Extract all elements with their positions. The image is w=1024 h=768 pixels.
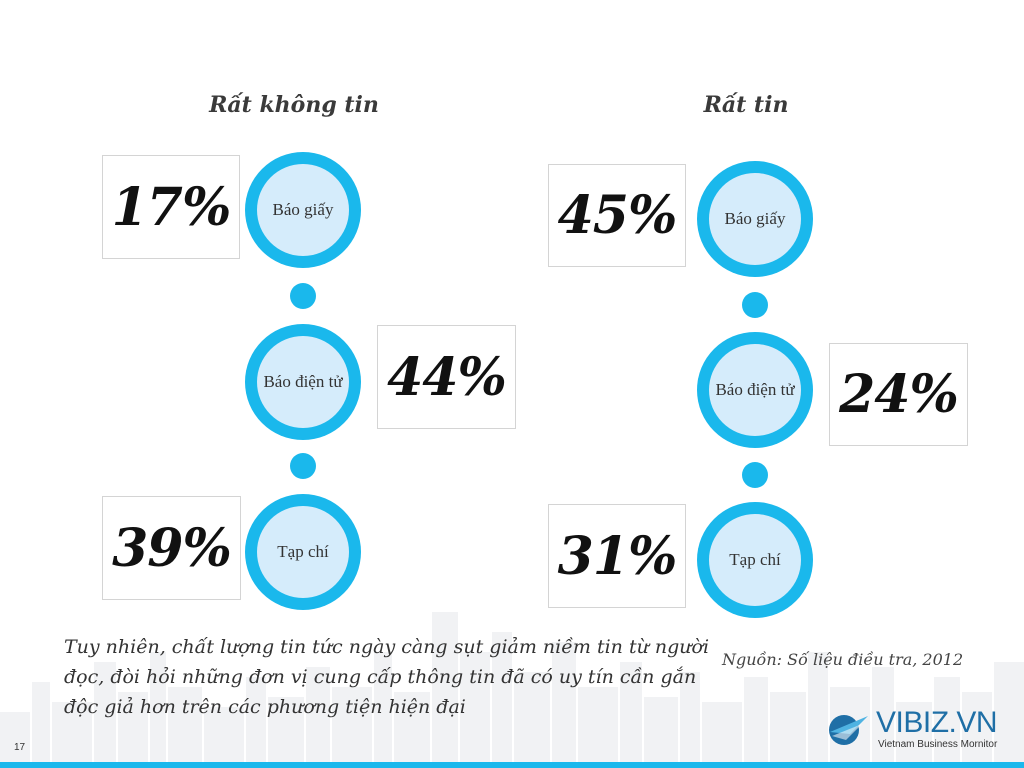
left-percent-box-2: 44% — [377, 325, 516, 429]
left-percent-box-1: 17% — [102, 155, 240, 259]
right-percent-box-1: 45% — [548, 164, 686, 267]
source-citation: Nguồn: Số liệu điều tra, 2012 — [722, 650, 964, 669]
right-circle-label-3: Tạp chí — [709, 514, 801, 606]
right-percent-1: 45% — [557, 185, 678, 246]
right-column-title: Rất tin — [703, 92, 789, 118]
summary-note: Tuy nhiên, chất lượng tin tức ngày càng … — [64, 636, 710, 718]
right-percent-box-3: 31% — [548, 504, 686, 608]
right-circle-label-2: Báo điện tử — [709, 344, 801, 436]
logo-tagline: Vietnam Business Mornitor — [878, 739, 998, 750]
right-connector-dot-2 — [742, 462, 768, 488]
bottom-accent-bar — [0, 762, 1024, 768]
left-circle-2: Báo điện tử — [245, 324, 361, 440]
left-percent-3: 39% — [112, 517, 232, 579]
left-circle-label-1: Báo giấy — [257, 164, 349, 256]
right-connector-dot-1 — [742, 292, 768, 318]
left-connector-dot-2 — [290, 453, 316, 479]
left-percent-1: 17% — [111, 176, 232, 238]
vibiz-logo-icon — [829, 715, 868, 745]
right-circle-label-1: Báo giấy — [709, 173, 801, 265]
right-percent-3: 31% — [557, 525, 678, 587]
logo-wordmark: VIBIZ.VN — [876, 706, 998, 739]
left-circle-label-3: Tạp chí — [257, 506, 349, 598]
vibiz-logo: VIBIZ.VN Vietnam Business Mornitor — [822, 706, 1018, 752]
right-circle-2: Báo điện tử — [697, 332, 813, 448]
right-percent-box-2: 24% — [829, 343, 968, 446]
left-percent-2: 44% — [387, 346, 507, 408]
right-circle-3: Tạp chí — [697, 502, 813, 618]
left-circle-label-2: Báo điện tử — [257, 336, 349, 428]
page-number: 17 — [14, 742, 26, 753]
city-skyline-background — [0, 612, 1024, 762]
left-circle-3: Tạp chí — [245, 494, 361, 610]
left-column-title: Rất không tin — [209, 92, 379, 118]
right-circle-1: Báo giấy — [697, 161, 813, 277]
left-connector-dot-1 — [290, 283, 316, 309]
left-circle-1: Báo giấy — [245, 152, 361, 268]
left-percent-box-3: 39% — [102, 496, 241, 600]
right-percent-2: 24% — [839, 364, 959, 425]
